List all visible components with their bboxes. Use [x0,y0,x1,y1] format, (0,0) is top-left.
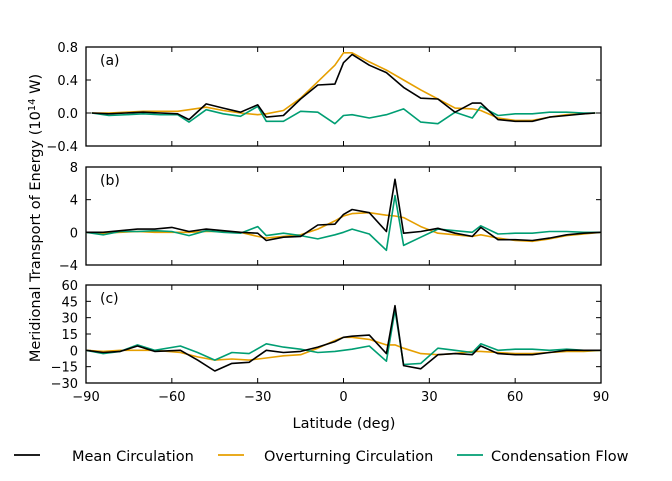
series-line-mean [85,304,601,372]
y-tick-label: −15 [51,361,78,376]
panel-label: (c) [100,291,119,307]
series-line-mean [91,53,596,123]
y-tick-label: 0.4 [57,74,78,89]
legend-label: Condensation Flow [491,449,629,465]
series-line-overturning [91,51,596,122]
x-tick-label: −30 [244,390,271,405]
y-tick-label: 8 [70,161,78,176]
y-tick-label: 45 [61,295,78,310]
y-tick-label: 0.0 [57,107,78,122]
y-tick-label: 60 [61,279,78,294]
panel-1: 0.8 0.4 0.0 −0.4 (a) [46,41,602,155]
x-axis-label: Latitude (deg) [293,416,396,432]
series-line-condensation [91,105,596,125]
panels: 0.80.40.0−0.4(a)840−4(b)604530150−15−30−… [46,41,609,405]
y-tick-label: 0 [70,344,78,359]
legend-item-condensation: Condensation Flow [457,449,629,465]
x-tick-label: 30 [421,390,438,405]
series-line-condensation [85,194,601,252]
y-tick-label: −4 [59,259,78,274]
series-line-overturning [85,211,602,243]
y-tick-label: 0 [70,226,78,241]
y-tick-label: 30 [61,312,78,327]
x-tick-label: 0 [339,390,347,405]
y-tick-label: 4 [70,194,78,209]
panel-2: 8 4 0 −4 (b) [59,161,602,274]
y-tick-label: −0.4 [46,140,78,155]
legend-item-overturning: Overturning Circulation [218,449,433,465]
x-tick-label: −60 [158,390,185,405]
series-line-condensation [85,309,601,366]
y-tick-label: −30 [51,377,78,392]
legend-item-mean: Mean Circulation [14,449,194,465]
plot-frame [85,284,602,384]
series-line-mean [86,178,602,242]
y-tick-label: 15 [61,328,78,343]
x-tick-label: −90 [72,390,99,405]
x-tick-label: 60 [507,390,524,405]
legend-label: Overturning Circulation [264,449,433,465]
panel-label: (b) [100,173,120,189]
x-tick-label: 90 [593,390,610,405]
legend-label: Mean Circulation [72,449,194,465]
y-axis-label: Meridional Transport of Energy (1014 W) [27,74,44,362]
panel-label: (a) [100,53,120,69]
y-tick-label: 0.8 [57,41,78,56]
legend: Mean Circulation Overturning Circulation C… [14,449,629,465]
